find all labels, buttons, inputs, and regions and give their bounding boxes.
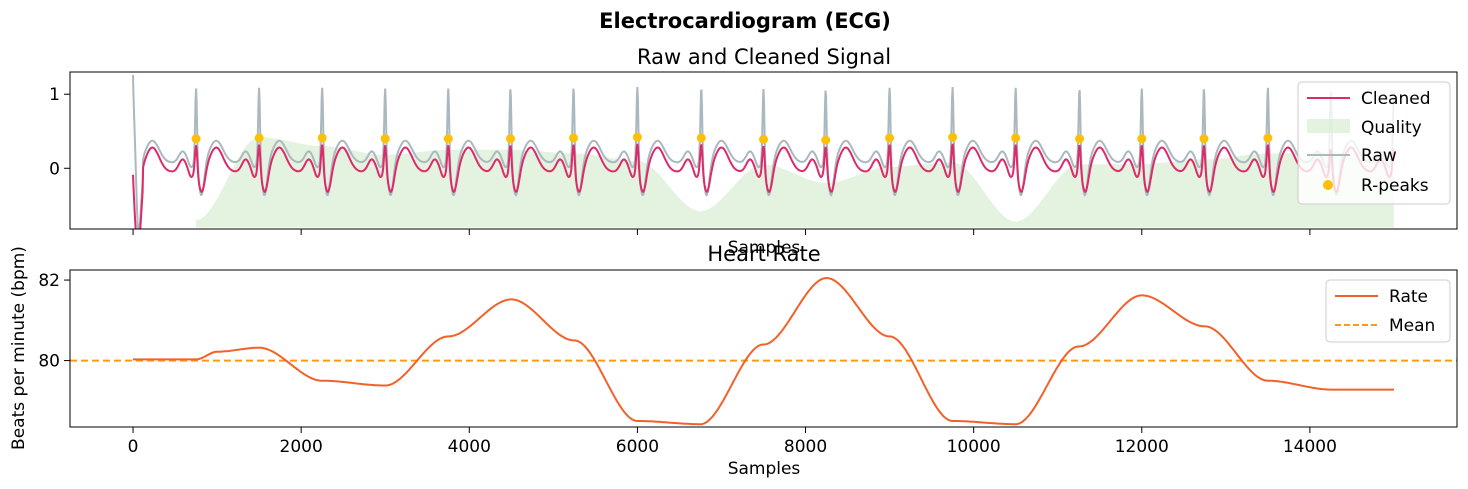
r-peak-point bbox=[1075, 134, 1085, 144]
r-peak-point bbox=[191, 134, 201, 144]
heart-rate-panel-frame bbox=[69, 269, 1458, 428]
legend-rate-label: Rate bbox=[1389, 287, 1428, 307]
r-peak-point bbox=[443, 134, 453, 144]
x-tick-label: 2000 bbox=[280, 437, 323, 457]
quality-area bbox=[196, 137, 1394, 228]
legend-rpeaks-swatch bbox=[1323, 180, 1333, 190]
signal-panel: Raw and Cleaned Signal 0 1 Samples Cleane… bbox=[49, 45, 1458, 258]
heart-rate-legend: Rate Mean bbox=[1325, 279, 1451, 343]
x-tick-label: 10000 bbox=[947, 437, 1001, 457]
r-peak-point bbox=[885, 133, 895, 143]
x-tick-label: 0 bbox=[128, 437, 139, 457]
signal-panel-frame bbox=[69, 71, 1458, 230]
signal-legend: Cleaned Quality Raw R-peaks bbox=[1297, 81, 1451, 205]
heart-rate-panel-ylabel: Beats per minute (bpm) bbox=[9, 246, 29, 450]
r-peak-point bbox=[569, 133, 579, 143]
y-tick-label: 80 bbox=[38, 352, 60, 372]
x-tick-label: 8000 bbox=[784, 437, 827, 457]
r-peak-point bbox=[317, 133, 327, 143]
r-peak-point bbox=[821, 135, 831, 145]
x-tick-label: 4000 bbox=[448, 437, 491, 457]
legend-quality-swatch bbox=[1307, 119, 1350, 133]
r-peak-point bbox=[696, 133, 706, 143]
x-tick-label: 12000 bbox=[1115, 437, 1169, 457]
y-tick-label: 82 bbox=[38, 271, 60, 291]
legend-raw-label: Raw bbox=[1361, 146, 1397, 166]
raw-line bbox=[132, 74, 1395, 229]
heart-rate-panel-title: Heart Rate bbox=[707, 242, 820, 266]
r-peak-point bbox=[380, 134, 390, 144]
r-peak-point bbox=[1263, 133, 1273, 143]
r-peak-point bbox=[759, 134, 768, 144]
r-peak-point bbox=[948, 132, 958, 142]
heart-rate-panel-xlabel: Samples bbox=[728, 459, 801, 479]
r-peak-point bbox=[1137, 134, 1147, 144]
r-peak-point bbox=[1199, 134, 1209, 144]
r-peak-point bbox=[505, 134, 515, 144]
signal-panel-xlabel: Samples bbox=[728, 238, 801, 258]
x-tick-label: 6000 bbox=[616, 437, 659, 457]
r-peak-point bbox=[1011, 133, 1021, 143]
legend-cleaned-label: Cleaned bbox=[1361, 89, 1431, 109]
figure-title: Electrocardiogram (ECG) bbox=[599, 9, 891, 33]
signal-panel-title: Raw and Cleaned Signal bbox=[637, 45, 891, 69]
cleaned-line bbox=[132, 143, 1395, 229]
legend-quality-label: Quality bbox=[1361, 118, 1422, 138]
heart-rate-panel: Heart Rate 0 2000 4000 6000 8000 10000 12000 14… bbox=[9, 242, 1458, 479]
signal-legend-box bbox=[1297, 81, 1451, 205]
y-tick-label: 0 bbox=[49, 159, 60, 179]
legend-rpeaks-label: R-peaks bbox=[1361, 176, 1429, 196]
r-peak-point bbox=[254, 133, 264, 143]
rate-line bbox=[133, 277, 1394, 426]
y-tick-label: 1 bbox=[49, 85, 60, 105]
x-tick-label: 14000 bbox=[1283, 437, 1337, 457]
r-peak-point bbox=[632, 132, 642, 142]
legend-mean-label: Mean bbox=[1389, 316, 1435, 336]
